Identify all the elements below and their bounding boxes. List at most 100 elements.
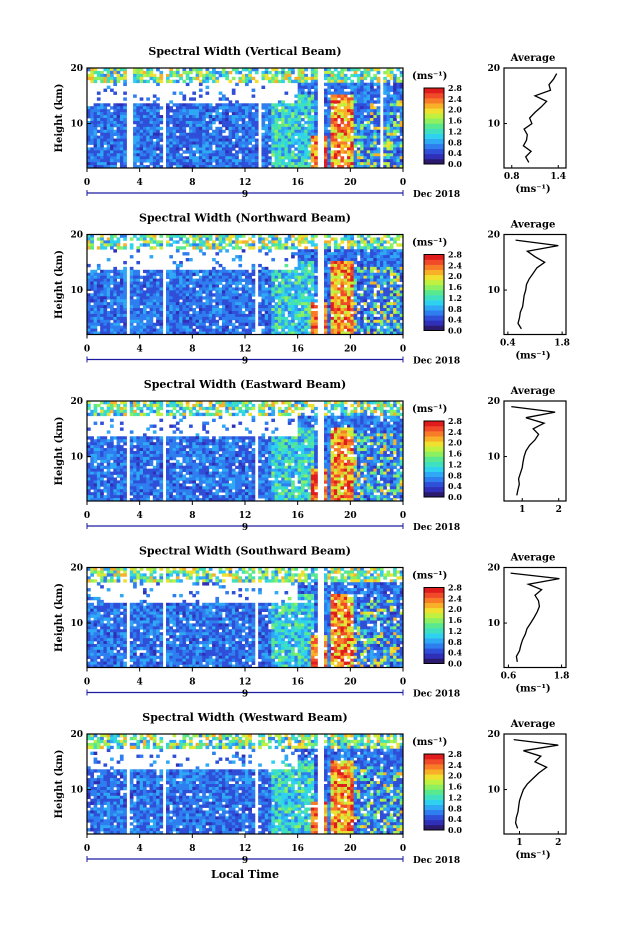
heatmap-cell	[288, 320, 292, 323]
heatmap-cell	[192, 279, 196, 282]
heatmap-cell	[186, 290, 190, 293]
heatmap-cell	[377, 311, 381, 314]
heatmap-cell	[354, 302, 358, 305]
heatmap-cell	[248, 127, 252, 130]
heatmap-cell	[153, 133, 157, 136]
heatmap-cell	[387, 100, 391, 103]
heatmap-cell	[192, 285, 196, 288]
heatmap-cell	[387, 136, 391, 139]
heatmap-cell	[136, 249, 140, 252]
heatmap-cell	[235, 83, 239, 86]
heatmap-cell	[140, 311, 144, 314]
heatmap-cell	[242, 249, 246, 252]
heatmap-cell	[337, 282, 341, 285]
heatmap-cell	[143, 112, 147, 115]
heatmap-cell	[215, 112, 219, 115]
heatmap-cell	[136, 308, 140, 311]
heatmap-cell	[265, 305, 269, 308]
heatmap-cell	[350, 329, 354, 332]
heatmap-cell	[308, 121, 312, 124]
heatmap-cell	[100, 302, 104, 305]
heatmap-cell	[222, 103, 226, 106]
heatmap-cell	[271, 320, 275, 323]
heatmap-cell	[100, 299, 104, 302]
heatmap-cell	[140, 112, 144, 115]
heatmap-cell	[288, 109, 292, 112]
heatmap-cell	[222, 329, 226, 332]
heatmap-cell	[90, 448, 94, 451]
heatmap-cell	[377, 86, 381, 89]
heatmap-cell	[136, 159, 140, 162]
heatmap-cell	[225, 302, 229, 305]
heatmap-cell	[337, 273, 341, 276]
heatmap-cell	[383, 133, 387, 136]
heatmap-cell	[367, 246, 371, 249]
heatmap-cell	[189, 270, 193, 273]
heatmap-cell	[393, 326, 397, 329]
heatmap-cell	[150, 136, 154, 139]
heatmap-cell	[298, 89, 302, 92]
colorbar-tick-label: 0.8	[448, 304, 462, 314]
heatmap-cell	[396, 80, 400, 83]
heatmap-cell	[291, 296, 295, 299]
heatmap-cell	[252, 323, 256, 326]
heatmap-cell	[337, 130, 341, 133]
heatmap-cell	[235, 285, 239, 288]
heatmap-cell	[344, 80, 348, 83]
colorbar-swatch	[424, 154, 444, 159]
heatmap-cell	[304, 264, 308, 267]
heatmap-cell	[117, 237, 121, 240]
heatmap-cell	[113, 147, 117, 150]
heatmap-cell	[176, 311, 180, 314]
heatmap-cell	[255, 153, 259, 156]
day-marker: 9	[242, 190, 248, 200]
heatmap-cell	[196, 142, 200, 145]
heatmap-cell	[327, 130, 331, 133]
heatmap-cell	[301, 285, 305, 288]
heatmap-cell	[252, 311, 256, 314]
heatmap-cell	[265, 153, 269, 156]
heatmap-cell	[390, 112, 394, 115]
heatmap-cell	[285, 103, 289, 106]
avg-y-tick-label: 10	[487, 286, 500, 296]
heatmap-cell	[146, 71, 150, 74]
heatmap-cell	[103, 243, 107, 246]
heatmap-cell	[347, 287, 351, 290]
colorbar-tick-label: 1.6	[448, 116, 462, 126]
heatmap-cell	[278, 142, 282, 145]
heatmap-cell	[275, 130, 279, 133]
heatmap-cell	[298, 133, 302, 136]
heatmap-cell	[202, 130, 206, 133]
heatmap-cell	[245, 287, 249, 290]
heatmap-cell	[390, 71, 394, 74]
x-tick-label: 16	[291, 345, 304, 355]
heatmap-cell	[202, 240, 206, 243]
heatmap-cell	[245, 296, 249, 299]
heatmap-cell	[337, 305, 341, 308]
heatmap-cell	[209, 326, 213, 329]
heatmap-cell	[232, 287, 236, 290]
heatmap-cell	[275, 293, 279, 296]
heatmap-cell	[113, 329, 117, 332]
heatmap-cell	[222, 144, 226, 147]
heatmap-cell	[285, 112, 289, 115]
heatmap-cell	[288, 150, 292, 153]
heatmap-cell	[209, 270, 213, 273]
heatmap-cell	[212, 159, 216, 162]
heatmap-cell	[350, 293, 354, 296]
heatmap-cell	[288, 276, 292, 279]
heatmap-cell	[373, 246, 377, 249]
heatmap-cell	[314, 320, 318, 323]
heatmap-cell	[308, 118, 312, 121]
heatmap-cell	[248, 293, 252, 296]
heatmap-cell	[107, 77, 111, 80]
heatmap-cell	[314, 121, 318, 124]
heatmap-cell	[252, 287, 256, 290]
heatmap-cell	[396, 124, 400, 127]
heatmap-cell	[229, 147, 233, 150]
heatmap-cell	[350, 150, 354, 153]
heatmap-cell	[252, 293, 256, 296]
heatmap-cell	[285, 282, 289, 285]
heatmap-cell	[146, 285, 150, 288]
